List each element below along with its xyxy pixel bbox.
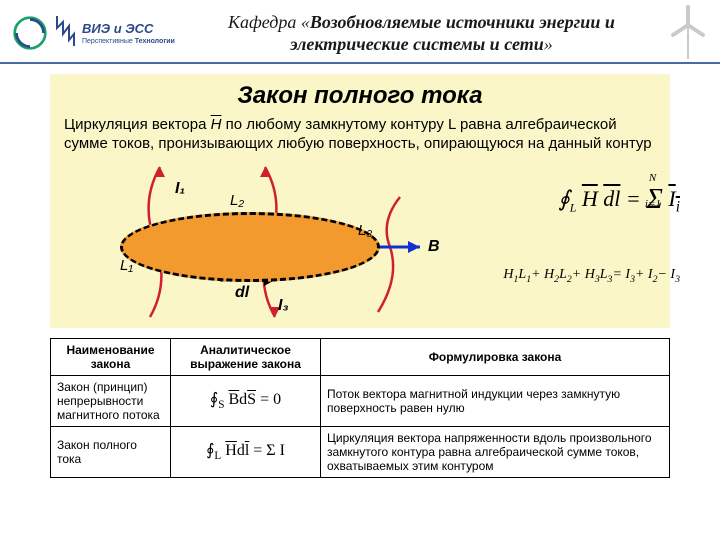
col-header-expr: Аналитическое выражение закона xyxy=(171,338,321,375)
logo-text: ВИЭ и ЭСС Перспективные Технологии xyxy=(82,22,175,45)
cell-expr: ∮S BdS = 0 xyxy=(171,375,321,426)
equation-sub: H1L1+ H2L2+ H3L3= I3+ I2− I3 xyxy=(503,267,680,285)
logo-sub-text: Перспективные Технологии xyxy=(82,38,175,45)
label-L2: L₂ xyxy=(230,192,244,209)
col-header-desc: Формулировка закона xyxy=(321,338,670,375)
cell-name: Закон полного тока xyxy=(51,426,171,477)
table-row: Закон полного тока ∮L Hdl = Σ I Циркуляц… xyxy=(51,426,670,477)
equation-main: ∮L H dl = ΣNi=1 Ii xyxy=(558,182,680,216)
windmill-icon xyxy=(668,5,708,61)
table-row: Закон (принцип) непрерывности магнитного… xyxy=(51,375,670,426)
label-B: B xyxy=(428,238,440,256)
table-header-row: Наименование закона Аналитическое выраже… xyxy=(51,338,670,375)
lawbox-description: Циркуляция вектора H по любому замкнутом… xyxy=(60,116,660,154)
logo-block: ВИЭ и ЭСС Перспективные Технологии xyxy=(12,14,175,53)
label-L1: L₁ xyxy=(120,257,133,274)
label-L3: L₃ xyxy=(358,222,372,239)
swirl-icon xyxy=(12,15,48,51)
col-header-name: Наименование закона xyxy=(51,338,171,375)
cell-name: Закон (принцип) непрерывности магнитного… xyxy=(51,375,171,426)
cell-desc: Поток вектора магнитной индукции через з… xyxy=(321,375,670,426)
label-I1: I₁ xyxy=(175,180,185,198)
lawbox: Закон полного тока Циркуляция вектора H … xyxy=(50,74,670,328)
lawbox-title: Закон полного тока xyxy=(60,82,660,110)
label-I3: I₃ xyxy=(278,297,289,315)
header: ВИЭ и ЭСС Перспективные Технологии Кафед… xyxy=(0,0,720,64)
contour-ellipse-icon xyxy=(120,212,380,282)
label-dl: dl xyxy=(235,284,249,302)
cell-desc: Циркуляция вектора напряженности вдоль п… xyxy=(321,426,670,477)
diagram: I₁ I₃ L₂ L₁ L₃ dl B ∮L H dl = ΣNi=1 Ii H… xyxy=(60,162,680,322)
cell-expr: ∮L Hdl = Σ I xyxy=(171,426,321,477)
laws-table: Наименование закона Аналитическое выраже… xyxy=(50,338,670,478)
logo-main-text: ВИЭ и ЭСС xyxy=(82,22,175,35)
spark-icon xyxy=(54,14,76,53)
content: Закон полного тока Циркуляция вектора H … xyxy=(0,64,720,478)
header-title: Кафедра «Возобновляемые источники энерги… xyxy=(175,11,668,56)
